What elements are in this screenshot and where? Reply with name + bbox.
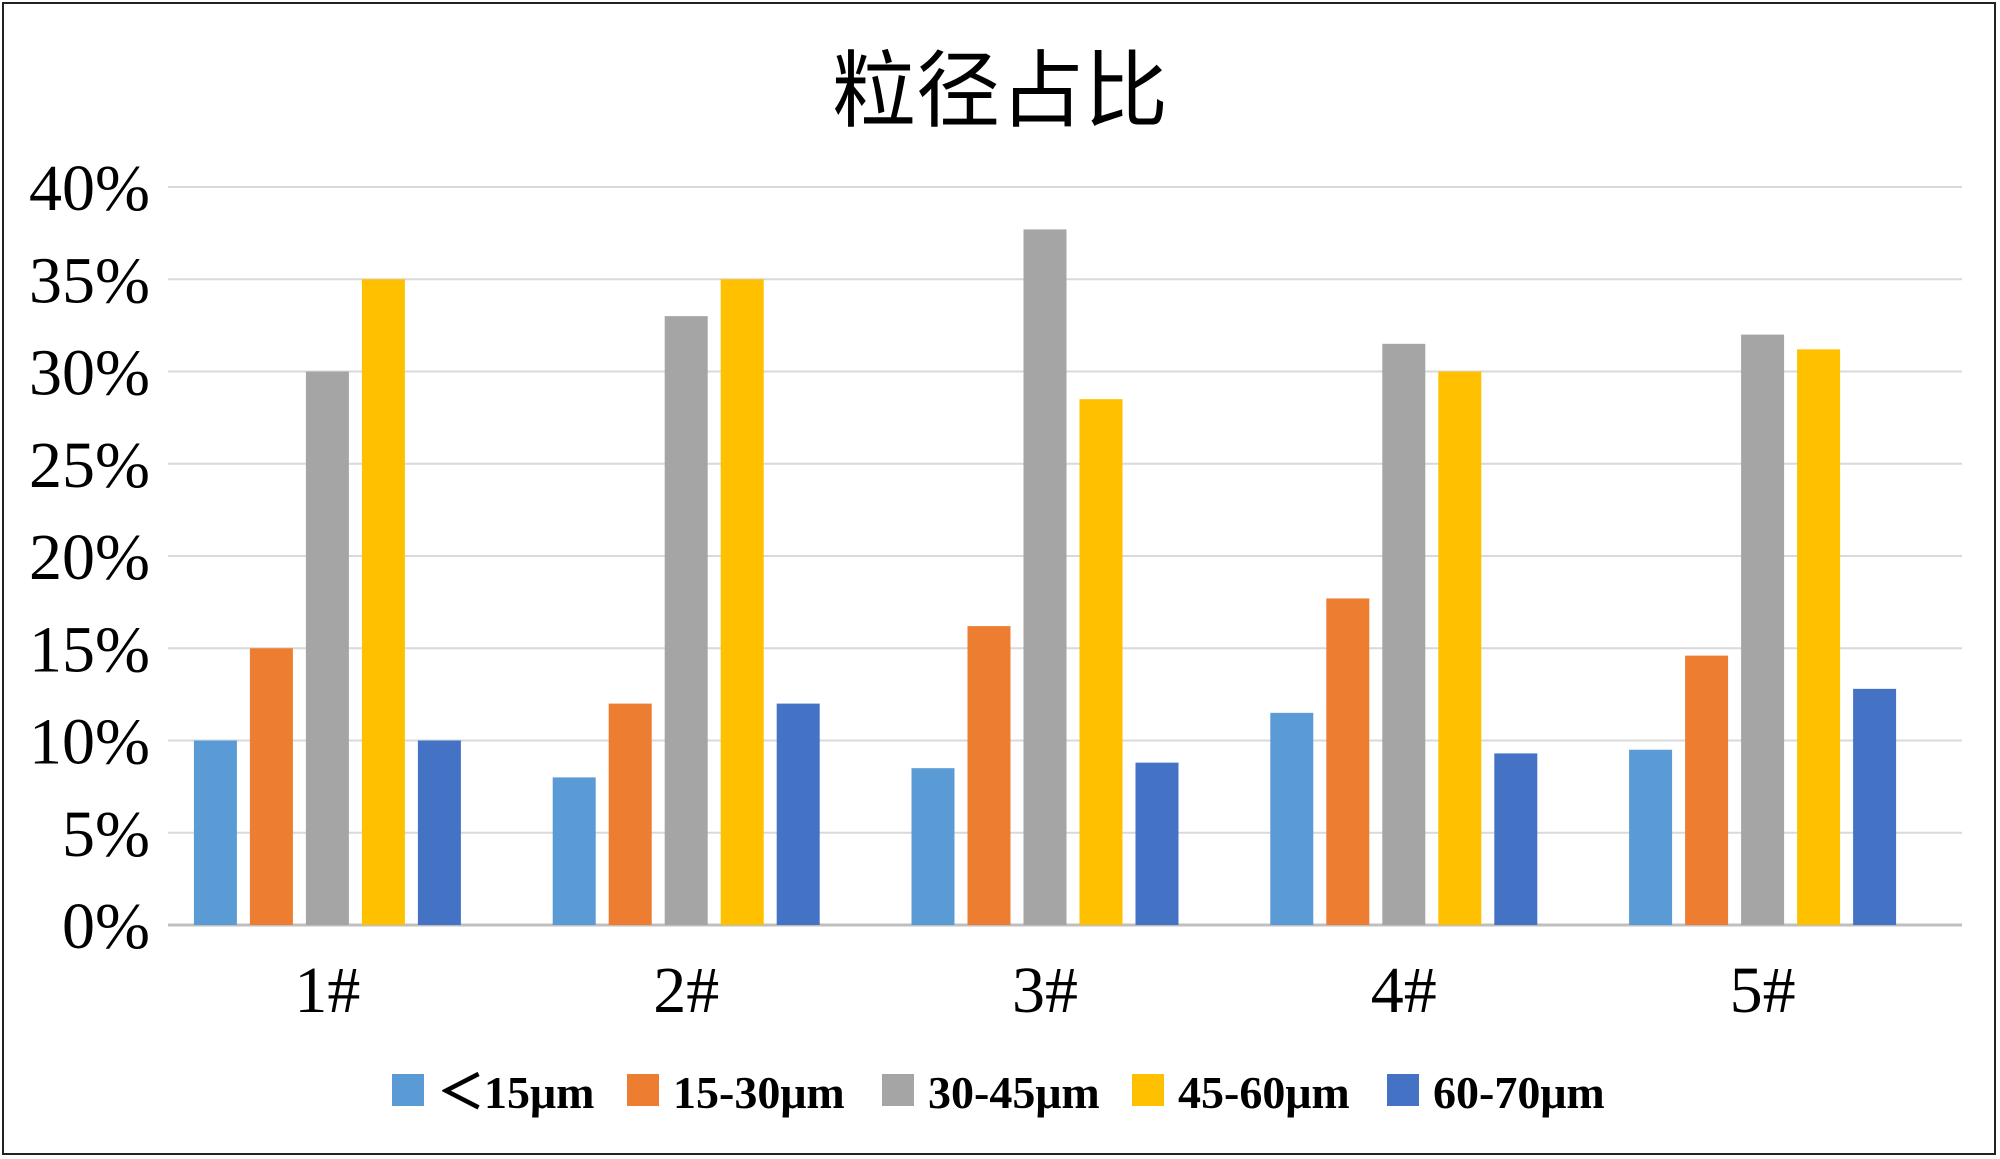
bar-2-series-1 xyxy=(552,777,596,925)
bar-5-series-3 xyxy=(1741,334,1785,926)
y-tick-label: 15% xyxy=(29,613,150,686)
y-tick-label: 35% xyxy=(29,244,150,317)
y-tick-label: 40% xyxy=(29,152,150,225)
bar-4-series-4 xyxy=(1438,371,1482,925)
x-tick-label: 2# xyxy=(653,954,719,1027)
bar-3-series-1 xyxy=(911,768,955,925)
y-axis-ticks: 0% 5% 10% 15% 20% 25% 30% 35% 40% xyxy=(29,152,150,963)
chart-title: 粒径占比 xyxy=(832,42,1168,140)
legend-swatch xyxy=(392,1074,424,1106)
bar-4-series-1 xyxy=(1270,712,1314,925)
bar-5-series-2 xyxy=(1685,655,1729,925)
bar-3-series-5 xyxy=(1135,762,1179,925)
bar-2-series-5 xyxy=(776,703,820,925)
bar-4-series-5 xyxy=(1494,753,1538,925)
legend-swatch xyxy=(882,1074,914,1106)
bar-3-series-2 xyxy=(967,626,1011,925)
y-tick-label: 10% xyxy=(29,706,150,779)
bar-2-series-2 xyxy=(608,703,652,925)
y-tick-label: 0% xyxy=(62,890,150,963)
legend-swatch xyxy=(1132,1074,1164,1106)
bars xyxy=(193,229,1897,926)
x-tick-label: 3# xyxy=(1012,954,1078,1027)
y-tick-label: 30% xyxy=(29,337,150,410)
y-tick-label: 20% xyxy=(29,521,150,594)
bar-5-series-1 xyxy=(1629,749,1673,925)
bar-1-series-2 xyxy=(249,648,293,925)
legend-label: 60-70μm xyxy=(1433,1067,1605,1118)
bar-1-series-4 xyxy=(361,279,405,925)
legend: ＜15μm 15-30μm 30-45μm 45-60μm 60-70μm xyxy=(392,1067,1605,1118)
x-tick-label: 5# xyxy=(1730,954,1796,1027)
y-tick-label: 25% xyxy=(29,429,150,502)
x-axis-ticks: 1# 2# 3# 4# 5# xyxy=(294,954,1795,1027)
bar-5-series-5 xyxy=(1853,688,1897,925)
bar-1-series-3 xyxy=(305,371,349,925)
y-tick-label: 5% xyxy=(62,798,150,871)
bar-1-series-1 xyxy=(193,740,237,925)
bar-4-series-3 xyxy=(1382,343,1426,925)
bar-4-series-2 xyxy=(1326,598,1370,925)
bar-3-series-3 xyxy=(1023,229,1067,925)
bar-1-series-5 xyxy=(417,740,461,925)
bar-3-series-4 xyxy=(1079,399,1123,925)
legend-swatch xyxy=(1387,1074,1419,1106)
legend-label: 45-60μm xyxy=(1178,1067,1350,1118)
legend-label: 15-30μm xyxy=(673,1067,845,1118)
bar-5-series-4 xyxy=(1797,349,1841,925)
legend-label: ＜15μm xyxy=(438,1067,594,1118)
bar-2-series-3 xyxy=(664,316,708,925)
x-tick-label: 1# xyxy=(294,954,360,1027)
bar-2-series-4 xyxy=(720,279,764,925)
legend-label: 30-45μm xyxy=(928,1067,1100,1118)
x-tick-label: 4# xyxy=(1371,954,1437,1027)
legend-swatch xyxy=(627,1074,659,1106)
